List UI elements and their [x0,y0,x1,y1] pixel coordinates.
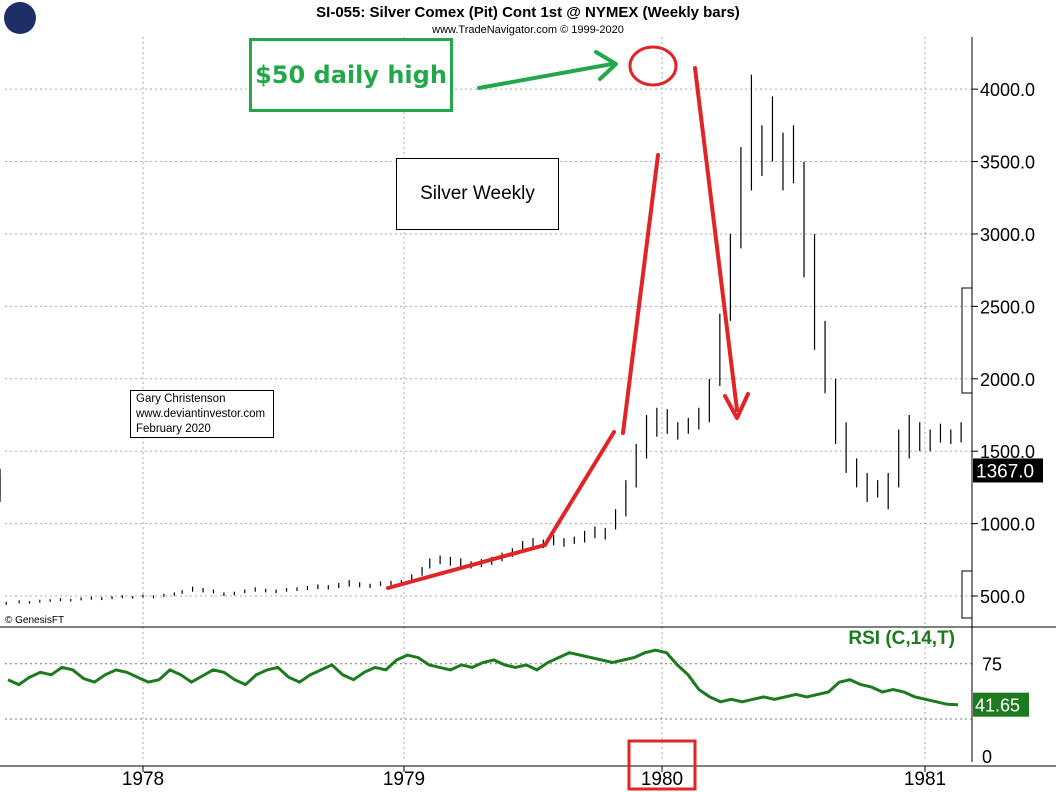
rsi-tick-label: 0 [982,747,992,767]
scale-bracket [961,570,972,619]
callout-arrow-line [477,62,614,90]
rsi-panel [5,648,1029,720]
watermark: © GenesisFT [5,615,64,626]
year-tick-label: 1979 [383,769,425,790]
price-tick-label: 500.0 [980,587,1025,607]
last-price-box [973,458,1043,483]
author-name: Gary Christenson [136,393,226,405]
rsi-title: RSI (C,14,T) [848,628,955,649]
rsi-last-value: 41.65 [975,696,1020,716]
author-website: www.deviantinvestor.com [136,408,266,420]
price-tick-label: 4000.0 [980,80,1035,100]
scale-bracket [961,287,972,394]
decline-arrow-line [693,66,739,412]
gridlines [5,37,972,762]
chart-subtitle: www.TradeNavigator.com © 1999-2020 [431,24,624,36]
price-bars [0,74,962,605]
year-tick-label: 1980 [641,769,683,790]
trend-line-late-1979 [543,430,616,547]
peak-circle [628,45,678,87]
rsi-tick-label: 75 [982,655,1002,675]
decline-arrowhead [723,392,750,420]
price-tick-label: 1500.0 [980,442,1035,462]
chart-title: SI-055: Silver Comex (Pit) Cont 1st @ NY… [316,4,740,21]
trend-line-1979 [386,543,547,590]
rsi-line [7,648,959,707]
silver-weekly-box: Silver Weekly [396,158,559,230]
annotation-overlay [386,45,750,791]
price-tick-label: 2500.0 [980,297,1035,317]
silver-weekly-label: Silver Weekly [420,183,535,204]
rsi-value-box [973,692,1029,717]
daily-high-label: $50 daily high [255,61,447,89]
axes [0,37,1056,772]
year-tick-label: 1981 [904,769,946,790]
author-box: Gary Christenson www.deviantinvestor.com… [130,390,274,438]
genesis-logo-icon [4,2,36,34]
price-tick-label: 2000.0 [980,370,1035,390]
price-tick-label: 3500.0 [980,153,1035,173]
daily-high-callout: $50 daily high [249,38,453,112]
year-1980-highlight [627,739,697,791]
author-date: February 2020 [136,423,211,435]
price-tick-label: 1000.0 [980,515,1035,535]
year-tick-label: 1978 [122,769,164,790]
callout-arrowhead [594,50,618,81]
last-price-label: 1367.0 [976,461,1034,482]
trend-line-peak [621,153,660,435]
price-tick-label: 3000.0 [980,225,1035,245]
chart-texts: 500.0 1000.0 1500.0 2000.0 2500.0 3000.0 3500.… [5,4,1035,790]
